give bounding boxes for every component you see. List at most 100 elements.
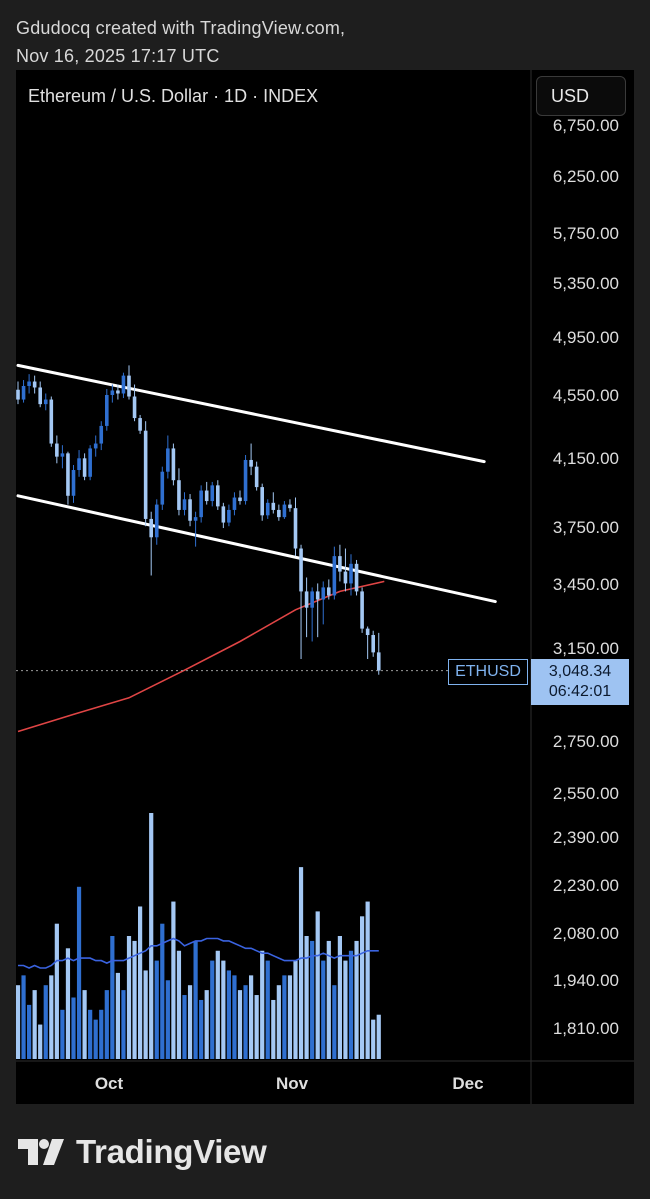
volume-bar bbox=[282, 975, 287, 1059]
candle bbox=[304, 577, 309, 638]
volume-bar bbox=[215, 950, 220, 1059]
candle-body bbox=[55, 443, 59, 457]
candle bbox=[49, 396, 54, 447]
candle bbox=[238, 490, 242, 505]
candle-body bbox=[105, 395, 109, 426]
volume-bar bbox=[32, 990, 37, 1059]
candle bbox=[310, 587, 314, 642]
candle-body bbox=[210, 485, 215, 502]
brand-name: TradingView bbox=[76, 1133, 267, 1170]
volume-bar bbox=[143, 970, 148, 1059]
tradingview-logo-icon bbox=[18, 1139, 64, 1165]
volume-bar bbox=[326, 940, 331, 1059]
candle bbox=[199, 485, 203, 523]
candle-body bbox=[21, 385, 26, 400]
candle-body bbox=[265, 502, 270, 516]
candle bbox=[88, 445, 92, 481]
candle-body bbox=[143, 430, 148, 519]
candle bbox=[154, 499, 159, 545]
candle-body bbox=[171, 448, 176, 481]
y-axis-ticks: 6,750.00 6,250.00 5,750.00 5,350.00 4,950.00… bbox=[553, 116, 619, 1038]
volume-ma bbox=[18, 937, 379, 969]
candle-body bbox=[16, 389, 20, 400]
candle bbox=[293, 497, 298, 557]
candle bbox=[265, 499, 270, 519]
candle bbox=[149, 511, 153, 576]
candle-body bbox=[376, 652, 381, 671]
volume-bar bbox=[310, 940, 315, 1059]
volume-bar bbox=[221, 960, 226, 1059]
volume-bar bbox=[226, 970, 231, 1059]
candle-body bbox=[277, 509, 281, 518]
y-axis-tick-label: 1,940.00 bbox=[553, 971, 619, 990]
y-axis-tick-label: 5,350.00 bbox=[553, 274, 619, 293]
volume-bar bbox=[82, 990, 87, 1059]
candle bbox=[16, 381, 20, 405]
candle bbox=[182, 492, 187, 516]
trend-channel bbox=[16, 363, 497, 604]
tradingview-logo: TradingView bbox=[18, 1132, 267, 1172]
candle bbox=[188, 494, 192, 527]
candle bbox=[166, 435, 170, 479]
volume-bar bbox=[298, 867, 304, 1059]
candle bbox=[338, 544, 342, 582]
candle bbox=[315, 583, 320, 638]
candle-body bbox=[360, 591, 364, 629]
y-axis-tick-label: 2,080.00 bbox=[553, 924, 619, 943]
volume-bar bbox=[287, 975, 293, 1059]
candle-body bbox=[38, 387, 42, 405]
volume-bar bbox=[365, 901, 370, 1059]
volume-bar bbox=[132, 940, 137, 1059]
volume-bar bbox=[121, 990, 126, 1059]
volume-bar bbox=[343, 960, 348, 1059]
candle bbox=[260, 483, 264, 521]
candle bbox=[160, 466, 165, 510]
candle-body bbox=[110, 390, 115, 395]
currency-button[interactable]: USD bbox=[536, 76, 626, 116]
candle-body bbox=[310, 591, 314, 608]
attribution-line: Gdudocq created with TradingView.com, bbox=[16, 18, 346, 38]
moving-average bbox=[17, 580, 385, 733]
volume-bar bbox=[249, 975, 254, 1059]
x-axis-tick-label: Dec bbox=[452, 1074, 483, 1093]
candle bbox=[327, 579, 331, 600]
candle-body bbox=[221, 506, 226, 523]
volume-bar bbox=[210, 960, 215, 1059]
candle-body bbox=[304, 591, 309, 608]
candle-body bbox=[43, 399, 48, 405]
volume-bar bbox=[176, 950, 182, 1059]
volume-bar bbox=[276, 985, 281, 1059]
volume-bar bbox=[160, 923, 165, 1059]
volume-bar bbox=[154, 960, 159, 1059]
volume-bar bbox=[104, 990, 109, 1059]
price-chart[interactable]: 6,750.00 6,250.00 5,750.00 5,350.00 4,950.00… bbox=[16, 70, 634, 1104]
chart-panel[interactable]: 6,750.00 6,250.00 5,750.00 5,350.00 4,950.00… bbox=[16, 70, 634, 1104]
x-axis-tick-label: Nov bbox=[276, 1074, 309, 1093]
candle bbox=[249, 443, 253, 476]
candle bbox=[243, 455, 248, 505]
candle bbox=[127, 365, 131, 400]
volume-bar bbox=[243, 985, 248, 1059]
volume-bar bbox=[165, 980, 170, 1059]
volume-bar bbox=[376, 1014, 381, 1059]
candle-body bbox=[349, 563, 353, 584]
symbol-title: Ethereum / U.S. Dollar · 1D · INDEX bbox=[28, 86, 319, 106]
volume-bar bbox=[265, 960, 270, 1059]
y-axis-tick-label: 2,230.00 bbox=[553, 876, 619, 895]
candle-body bbox=[60, 453, 65, 457]
candle-body bbox=[243, 459, 248, 502]
x-axis-tick-label: Oct bbox=[95, 1074, 124, 1093]
volume-bar bbox=[149, 813, 154, 1059]
volume-bar bbox=[271, 999, 276, 1059]
candle bbox=[271, 492, 276, 514]
candle bbox=[177, 468, 181, 516]
candle-body bbox=[227, 509, 231, 523]
volume-bar bbox=[332, 985, 337, 1059]
candle bbox=[288, 499, 292, 512]
volume-bar bbox=[304, 936, 309, 1059]
candle bbox=[204, 481, 209, 505]
y-axis-tick-label: 6,750.00 bbox=[553, 116, 619, 135]
candle bbox=[38, 381, 42, 408]
candle-body bbox=[32, 381, 37, 388]
y-axis-tick-label: 3,150.00 bbox=[553, 639, 619, 658]
